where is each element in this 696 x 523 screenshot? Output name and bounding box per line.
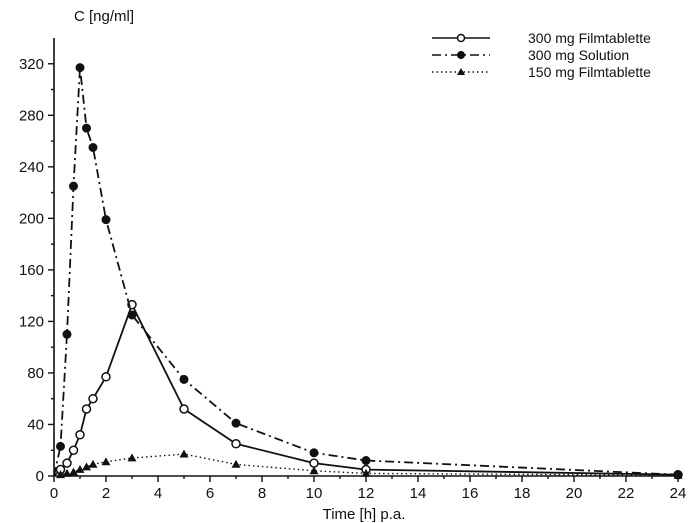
data-point bbox=[673, 470, 683, 479]
y-axis-ticks: 0 40 80 120 160 200 240 280 320 bbox=[19, 56, 54, 485]
x-tick-label: 10 bbox=[306, 485, 323, 502]
data-point bbox=[309, 466, 319, 475]
legend-entry: 150 mg Filmtablette bbox=[432, 64, 651, 80]
data-point bbox=[62, 468, 72, 477]
y-tick-label: 120 bbox=[19, 313, 44, 330]
data-point bbox=[56, 441, 65, 451]
data-point bbox=[68, 445, 79, 455]
data-point bbox=[231, 418, 241, 428]
data-point bbox=[62, 329, 72, 339]
y-tick-label: 0 bbox=[36, 468, 44, 485]
data-point bbox=[179, 404, 189, 414]
x-tick-label: 4 bbox=[154, 485, 162, 502]
series-3 bbox=[53, 449, 683, 479]
x-tick-label: 0 bbox=[50, 485, 58, 502]
x-tick-label: 24 bbox=[670, 485, 687, 502]
data-point bbox=[101, 372, 111, 382]
data-point bbox=[179, 374, 189, 384]
legend-label: 300 mg Solution bbox=[528, 47, 629, 63]
x-tick-label: 14 bbox=[410, 485, 427, 502]
data-point bbox=[101, 215, 111, 225]
x-tick-label: 22 bbox=[618, 485, 635, 502]
data-point bbox=[361, 456, 371, 466]
legend-label: 300 mg Filmtablette bbox=[528, 30, 651, 46]
data-point bbox=[127, 453, 137, 462]
x-tick-label: 12 bbox=[358, 485, 375, 502]
data-point bbox=[88, 459, 98, 468]
data-point bbox=[127, 310, 137, 320]
data-point bbox=[88, 393, 98, 404]
series-line bbox=[53, 302, 679, 477]
data-point bbox=[69, 467, 78, 476]
data-point bbox=[361, 468, 371, 477]
data-point bbox=[88, 143, 98, 152]
data-point bbox=[82, 462, 91, 471]
data-point bbox=[101, 457, 111, 466]
x-tick-label: 8 bbox=[258, 485, 266, 502]
data-point bbox=[457, 51, 465, 59]
series-line bbox=[53, 67, 679, 477]
legend-entry: 300 mg Solution bbox=[432, 47, 629, 63]
x-axis-ticks: 0 2 4 6 8 10 12 14 16 18 20 22 24 bbox=[50, 476, 687, 502]
y-tick-label: 280 bbox=[19, 107, 44, 124]
data-point bbox=[69, 181, 78, 191]
x-tick-label: 18 bbox=[514, 485, 531, 502]
y-tick-label: 160 bbox=[19, 262, 44, 279]
y-tick-label: 320 bbox=[19, 56, 44, 73]
data-point bbox=[456, 33, 466, 43]
data-point bbox=[309, 448, 319, 458]
data-point bbox=[309, 458, 319, 468]
x-tick-label: 16 bbox=[462, 485, 479, 502]
data-point bbox=[179, 449, 189, 458]
data-point bbox=[62, 458, 72, 468]
y-tick-label: 240 bbox=[19, 159, 44, 176]
data-point bbox=[81, 404, 92, 414]
data-point bbox=[75, 465, 85, 473]
x-tick-label: 20 bbox=[566, 485, 583, 502]
data-point bbox=[56, 470, 65, 479]
legend-label: 150 mg Filmtablette bbox=[528, 64, 651, 80]
data-point bbox=[75, 63, 85, 73]
y-tick-label: 40 bbox=[27, 416, 44, 433]
series-1 bbox=[53, 299, 683, 480]
y-tick-label: 80 bbox=[27, 365, 44, 382]
legend-entry: 300 mg Filmtablette bbox=[432, 30, 651, 46]
data-point bbox=[457, 68, 465, 75]
data-point bbox=[82, 123, 91, 133]
y-tick-label: 200 bbox=[19, 210, 44, 227]
data-point bbox=[231, 439, 241, 449]
series-2 bbox=[53, 63, 683, 480]
y-axis-title: C [ng/ml] bbox=[74, 8, 134, 25]
x-tick-label: 2 bbox=[102, 485, 110, 502]
x-axis-title: Time [h] p.a. bbox=[323, 506, 406, 523]
data-point bbox=[231, 459, 241, 468]
data-point bbox=[75, 430, 85, 440]
x-tick-label: 6 bbox=[206, 485, 214, 502]
series-layer bbox=[53, 63, 683, 480]
